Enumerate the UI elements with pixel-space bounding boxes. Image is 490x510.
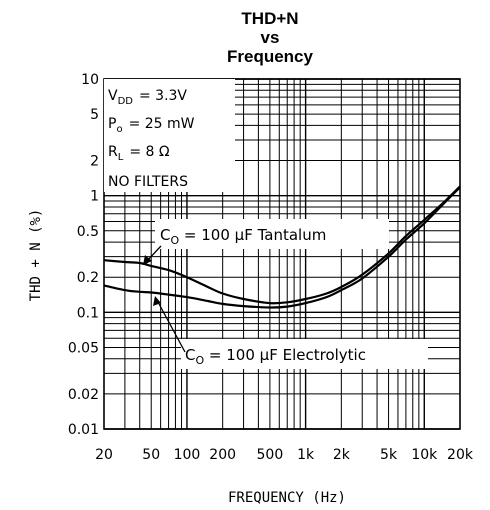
x-tick-label: 20k [447, 447, 474, 463]
electrolytic-label: CO = 100 μF Electrolytic [185, 346, 366, 367]
x-tick-label: 20 [95, 447, 113, 463]
chart-title-line-2: vs [261, 28, 280, 47]
x-tick-label: 10k [411, 447, 438, 463]
y-tick-label: 0.5 [77, 224, 99, 240]
y-tick-label: 0.1 [77, 305, 99, 321]
chart-title-line-1: THD+N [241, 9, 298, 28]
electrolytic-label-box [181, 339, 428, 369]
tick-labels: 20 50 100 200 500 1k 2k 5k 10k 20k 0.01 0.02 0.05 0.1… [68, 72, 474, 463]
filters-condition: NO FILTERS [108, 174, 188, 190]
electrolytic-arrow [157, 301, 186, 353]
chart-title-line-3: Frequency [227, 47, 314, 66]
conditions-box [104, 79, 235, 192]
x-tick-label: 1k [297, 447, 315, 463]
x-tick-label: 200 [209, 447, 236, 463]
vdd-condition: VDD = 3.3V [108, 88, 187, 107]
rl-condition: RL = 8 Ω [108, 144, 170, 163]
electrolytic-arrowhead [153, 296, 161, 306]
y-axis-label: THD + N (%) [28, 209, 44, 302]
x-axis-label: FREQUENCY (Hz) [228, 490, 346, 506]
y-tick-label: 0.05 [68, 340, 99, 356]
tantalum-label-box [155, 219, 389, 249]
y-tick-label: 0.02 [68, 387, 99, 403]
y-tick-label: 0.01 [68, 422, 99, 438]
series-tantalum-line [103, 185, 461, 305]
y-tick-label: 1 [90, 189, 99, 205]
x-tick-label: 5k [380, 447, 398, 463]
y-tick-label: 10 [81, 72, 99, 88]
plot-frame [103, 78, 461, 430]
y-tick-label: 2 [90, 154, 99, 170]
x-tick-label: 50 [142, 447, 160, 463]
y-tick-label: 0.2 [77, 270, 99, 286]
series-electrolytic-line [103, 186, 461, 309]
tantalum-label: CO = 100 μF Tantalum [160, 226, 326, 247]
x-tick-label: 2k [333, 447, 351, 463]
po-condition: Po = 25 mW [108, 116, 195, 135]
x-tick-label: 500 [257, 447, 284, 463]
y-tick-label: 5 [90, 107, 99, 123]
x-tick-label: 100 [174, 447, 201, 463]
tantalum-arrowhead [143, 255, 152, 265]
